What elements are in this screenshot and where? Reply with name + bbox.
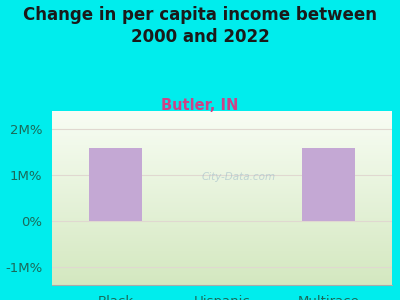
Text: City-Data.com: City-Data.com	[202, 172, 276, 182]
Text: Change in per capita income between
2000 and 2022: Change in per capita income between 2000…	[23, 6, 377, 46]
Text: Butler, IN: Butler, IN	[161, 98, 239, 112]
Bar	[89, 148, 142, 221]
Bar	[302, 148, 355, 221]
